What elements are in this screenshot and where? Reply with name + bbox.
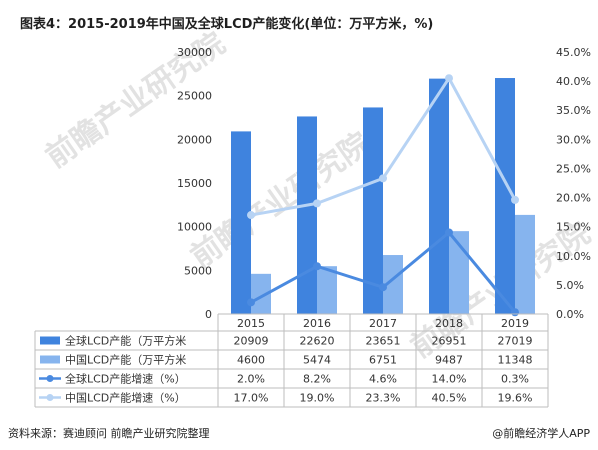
legend-label: 中国LCD产能（万平方米 [65,353,186,367]
data-label: 17.0% [234,392,269,405]
data-label: 40.5% [432,392,467,405]
y-right-tick-label: 15.0% [556,221,591,234]
line-point-global [247,298,255,307]
line-point-china [313,199,321,208]
data-label: 9487 [435,354,463,367]
bar-china [515,214,535,314]
data-label: 26951 [432,335,467,348]
y-right-tick-label: 0.0% [556,308,584,321]
y-right-tick-label: 10.0% [556,250,591,263]
legend-label: 中国LCD产能增速（%） [65,391,186,405]
x-tick-label: 2017 [369,317,397,330]
data-label: 2.0% [237,373,265,386]
y-left-tick-label: 5000 [184,264,212,277]
line-point-china [511,195,519,204]
y-right-tick-label: 5.0% [556,279,584,292]
data-label: 19.0% [300,392,335,405]
y-left-tick-label: 30000 [177,46,212,59]
y-right-tick-label: 20.0% [556,192,591,205]
x-tick-label: 2016 [303,317,331,330]
line-point-china [247,211,255,220]
y-left-tick-label: 0 [205,308,212,321]
x-tick-label: 2015 [237,317,265,330]
legend-key-marker [46,375,54,382]
y-left-tick-label: 20000 [177,133,212,146]
data-label: 4.6% [369,373,397,386]
x-tick-label: 2018 [435,317,463,330]
source-note: 资料来源：赛迪顾问 前瞻产业研究院整理 [8,427,210,440]
data-label: 8.2% [303,373,331,386]
bar-china [251,273,271,314]
legend-key-bar [40,355,60,364]
data-label: 4600 [237,354,265,367]
y-left-tick-label: 10000 [177,221,212,234]
bar-global [429,78,449,314]
bar-global [363,107,383,314]
bar-china [383,255,403,314]
y-right-tick-label: 25.0% [556,162,591,175]
data-label: 5474 [303,354,331,367]
bar-global [231,131,251,314]
data-label: 23.3% [366,392,401,405]
bar-global [297,116,317,315]
line-point-global [445,228,453,237]
brand-mark: @前瞻经济学人APP [492,427,590,440]
bar-china [317,266,337,314]
x-tick-label: 2019 [501,317,529,330]
legend-key-bar [40,336,60,345]
legend-key-marker [46,394,54,401]
chart-title: 图表4：2015-2019年中国及全球LCD产能变化(单位：万平方米，%) [20,17,434,32]
legend-label: 全球LCD产能增速（%） [65,372,186,386]
line-point-china [445,74,453,83]
line-point-global [379,283,387,292]
data-label: 0.3% [501,373,529,386]
y-left-tick-label: 25000 [177,90,212,103]
data-label: 22620 [300,335,335,348]
data-label: 14.0% [432,373,467,386]
y-right-tick-label: 30.0% [556,133,591,146]
legend-label: 全球LCD产能（万平方米 [65,334,186,348]
line-point-global [313,262,321,271]
y-right-tick-label: 35.0% [556,104,591,117]
y-right-tick-label: 40.0% [556,75,591,88]
y-right-tick-label: 45.0% [556,46,591,59]
data-label: 20909 [234,335,269,348]
data-label: 19.6% [498,392,533,405]
line-point-china [379,174,387,183]
data-label: 27019 [498,335,533,348]
bar-global [495,78,515,315]
data-label: 23651 [366,335,401,348]
line-point-global [511,308,519,317]
y-left-tick-label: 15000 [177,177,212,190]
data-label: 11348 [498,354,533,367]
data-label: 6751 [369,354,397,367]
